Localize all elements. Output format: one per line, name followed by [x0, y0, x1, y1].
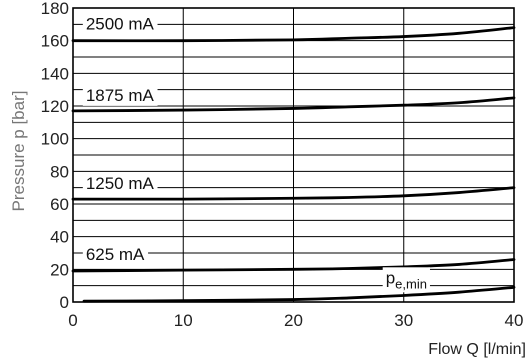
series-label-bg: [82, 173, 158, 195]
y-tick-label: 140: [41, 64, 69, 83]
series-label-bg: [82, 84, 158, 106]
y-tick-label: 100: [41, 130, 69, 149]
curves: [71, 26, 516, 303]
y-tick-label: 20: [50, 260, 69, 279]
series-label: 1250 mA: [86, 174, 155, 193]
tick-labels: 0 10 20 30 40 0 20 40 60 80 100 120 140 160 180: [41, 0, 524, 330]
y-tick-label: 120: [41, 97, 69, 116]
series-label: 1875 mA: [86, 86, 155, 105]
series-line: [82, 285, 516, 303]
y-tick-label: 160: [41, 32, 69, 51]
series-label-bg: [82, 13, 158, 35]
series-line: [71, 258, 516, 273]
series-label: 2500 mA: [86, 15, 155, 34]
plot-frame: [72, 7, 515, 303]
series-line: [71, 26, 516, 43]
x-tick-label: 10: [174, 311, 193, 330]
x-tick-label: 0: [68, 311, 77, 330]
y-axis-label: Pressure p [bar]: [9, 91, 28, 212]
y-tick-label: 80: [50, 162, 69, 181]
y-tick-label: 0: [60, 293, 69, 312]
series-label-bg: [82, 243, 149, 265]
y-tick-label: 180: [41, 0, 69, 18]
x-axis-label: Flow Q [l/min]: [428, 341, 526, 358]
x-tick-label: 20: [284, 311, 303, 330]
x-tick-label: 40: [505, 311, 524, 330]
y-tick-label: 40: [50, 228, 69, 247]
series-label: 625 mA: [86, 245, 145, 264]
y-tick-label: 60: [50, 195, 69, 214]
series-line: [71, 96, 516, 113]
series-label-bg: [382, 267, 430, 293]
series-line: [71, 186, 516, 201]
x-tick-label: 30: [394, 311, 413, 330]
